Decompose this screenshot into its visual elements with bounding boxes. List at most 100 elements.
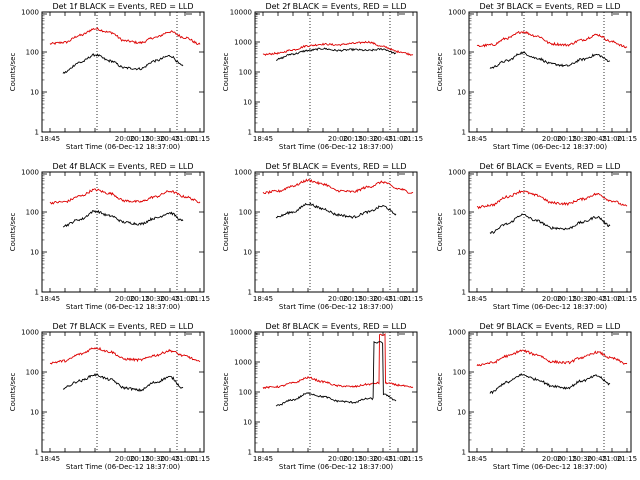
- x-tick-label: 20:00: [115, 135, 135, 143]
- y-tick-label: 100: [453, 209, 466, 217]
- events-series-line: [489, 213, 611, 235]
- x-tick-label: 20:15: [343, 295, 363, 303]
- x-tick-label: 20:30: [145, 455, 165, 463]
- x-tick-label: 20:00: [328, 295, 348, 303]
- x-tick-label: 20:45: [160, 135, 180, 143]
- x-tick-label: 20:30: [572, 135, 592, 143]
- x-tick-label: 20:45: [587, 295, 607, 303]
- y-tick-label: 1000: [234, 39, 252, 47]
- plot-frame: [468, 331, 632, 453]
- chart-title: Det 7f BLACK = Events, RED = LLD: [52, 322, 193, 331]
- y-tick-label: 1: [248, 449, 252, 457]
- plot-frame: [254, 331, 418, 453]
- x-tick-label: 21:15: [617, 135, 637, 143]
- x-axis-label: Start Time (06-Dec-12 18:37:00): [66, 463, 180, 471]
- events-series-line: [489, 373, 611, 395]
- plot-frame: [468, 11, 632, 133]
- chart-title: Det 9f BLACK = Events, RED = LLD: [479, 322, 620, 331]
- x-tick-label: 20:30: [572, 295, 592, 303]
- x-tick-label: 20:15: [557, 295, 577, 303]
- chart-title: Det 1f BLACK = Events, RED = LLD: [52, 2, 193, 11]
- lld-series-line: [262, 40, 414, 56]
- x-axis-label: Start Time (06-Dec-12 18:37:00): [493, 303, 607, 311]
- x-tick-label: 20:15: [343, 455, 363, 463]
- x-tick-label: 21:15: [617, 295, 637, 303]
- x-tick-label: 21:15: [190, 455, 210, 463]
- y-axis-label: Counts/sec: [436, 373, 444, 412]
- x-axis-label: Start Time (06-Dec-12 18:37:00): [493, 143, 607, 151]
- y-tick-label: 100: [239, 389, 252, 397]
- events-series-line: [275, 47, 397, 61]
- y-axis-label: Counts/sec: [436, 53, 444, 92]
- y-tick-label: 100: [26, 209, 39, 217]
- x-tick-label: 21:00: [175, 135, 195, 143]
- x-tick-label: 20:30: [572, 455, 592, 463]
- x-tick-label: 20:45: [373, 455, 393, 463]
- x-tick-label: 20:00: [115, 295, 135, 303]
- chart-panel-7f: Det 7f BLACK = Events, RED = LLD 1 10 100 10…: [9, 322, 210, 471]
- x-tick-label: 20:15: [343, 135, 363, 143]
- x-tick-label: 20:45: [587, 135, 607, 143]
- chart-panel-5f: Det 5f BLACK = Events, RED = LLD 1 10 100 10…: [222, 162, 423, 311]
- lld-series-line: [49, 188, 201, 205]
- x-tick-label: 20:15: [130, 135, 150, 143]
- y-tick-label: 100: [26, 369, 39, 377]
- y-axis-label: Counts/sec: [436, 213, 444, 252]
- lld-series-line: [476, 189, 628, 210]
- x-axis-label: Start Time (06-Dec-12 18:37:00): [66, 303, 180, 311]
- plot-frame: [41, 171, 205, 293]
- y-tick-label: 1: [462, 449, 466, 457]
- chart-title: Det 2f BLACK = Events, RED = LLD: [265, 2, 406, 11]
- x-tick-label: 18:45: [253, 135, 273, 143]
- events-series-line: [489, 51, 611, 69]
- chart-title: Det 6f BLACK = Events, RED = LLD: [479, 162, 620, 171]
- plot-frame: [41, 331, 205, 453]
- x-tick-label: 20:30: [358, 295, 378, 303]
- plot-frame: [468, 171, 632, 293]
- y-tick-label: 10: [30, 89, 39, 97]
- events-series-line: [62, 372, 184, 393]
- chart-title: Det 4f BLACK = Events, RED = LLD: [52, 162, 193, 171]
- x-tick-label: 20:00: [542, 295, 562, 303]
- y-axis-label: Counts/sec: [9, 53, 17, 92]
- y-tick-label: 1000: [21, 169, 39, 177]
- y-tick-label: 1: [35, 449, 39, 457]
- x-axis-label: Start Time (06-Dec-12 18:37:00): [493, 463, 607, 471]
- x-tick-label: 21:00: [175, 295, 195, 303]
- x-tick-label: 18:45: [467, 295, 487, 303]
- y-axis-label: Counts/sec: [9, 213, 17, 252]
- events-series-line: [275, 340, 397, 407]
- chart-panel-2f: Det 2f BLACK = Events, RED = LLD 1 10 100 10…: [222, 2, 423, 151]
- y-tick-label: 10: [243, 99, 252, 107]
- x-tick-label: 21:15: [190, 295, 210, 303]
- events-series-line: [62, 209, 184, 228]
- x-tick-label: 20:15: [130, 295, 150, 303]
- plot-frame: [41, 11, 205, 133]
- x-tick-label: 21:00: [388, 295, 408, 303]
- x-tick-label: 21:15: [403, 135, 423, 143]
- x-tick-label: 18:45: [253, 295, 273, 303]
- y-tick-label: 10000: [230, 329, 252, 337]
- y-tick-label: 100: [239, 209, 252, 217]
- y-tick-label: 1: [248, 129, 252, 137]
- y-tick-label: 10: [457, 409, 466, 417]
- y-tick-label: 1000: [448, 169, 466, 177]
- y-tick-label: 10000: [230, 9, 252, 17]
- x-tick-label: 18:45: [40, 295, 60, 303]
- y-tick-label: 1000: [234, 169, 252, 177]
- y-tick-label: 1000: [21, 9, 39, 17]
- x-tick-label: 18:45: [467, 135, 487, 143]
- y-tick-label: 10: [457, 89, 466, 97]
- y-tick-label: 10: [243, 419, 252, 427]
- x-tick-label: 21:00: [602, 455, 622, 463]
- y-axis-label: Counts/sec: [222, 53, 230, 92]
- x-tick-label: 20:30: [358, 135, 378, 143]
- y-tick-label: 1: [462, 289, 466, 297]
- x-tick-label: 18:45: [40, 455, 60, 463]
- x-tick-label: 20:45: [160, 455, 180, 463]
- y-tick-label: 10: [457, 249, 466, 257]
- x-tick-label: 20:00: [115, 455, 135, 463]
- chart-panel-8f: Det 8f BLACK = Events, RED = LLD 1 10 100 10…: [222, 322, 423, 471]
- x-tick-label: 20:30: [358, 455, 378, 463]
